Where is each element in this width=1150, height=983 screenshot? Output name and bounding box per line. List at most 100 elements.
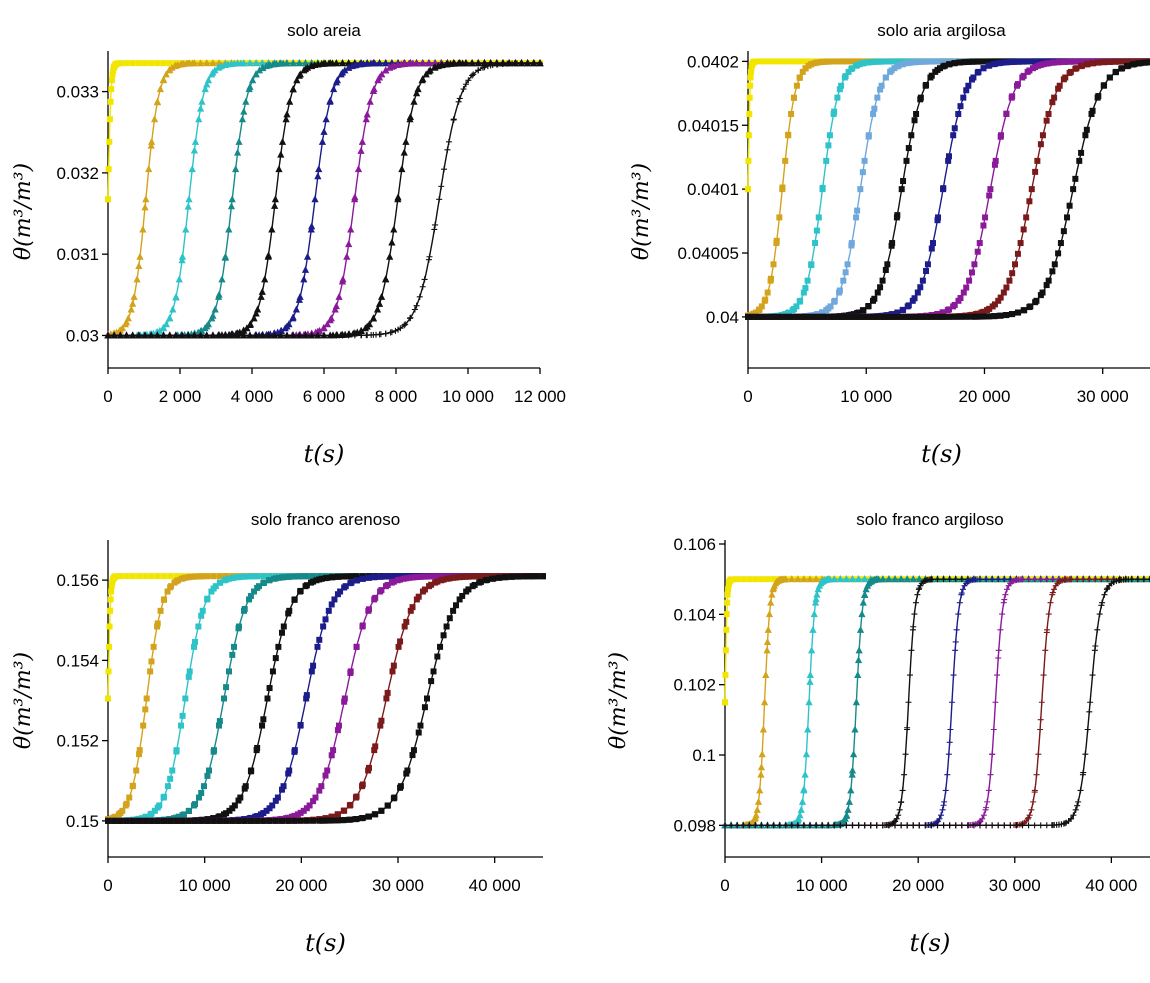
chart-title: solo franco argiloso [856,510,1003,529]
data-point [171,579,178,586]
data-point [310,798,317,805]
data-point [409,604,416,611]
data-point [173,747,180,754]
data-point [947,726,954,733]
data-point [337,588,344,595]
data-point [963,313,970,320]
data-point [940,802,947,809]
data-point [842,313,849,320]
data-point [502,574,509,581]
data-point [286,573,293,580]
x-axis-label: t(s) [910,929,951,957]
data-point [237,794,244,801]
data-point [107,98,114,105]
data-point [353,643,360,650]
data-point [136,751,143,758]
data-point [864,59,871,66]
data-point [413,302,420,309]
data-point [745,132,752,139]
data-point [142,573,149,580]
series-line [725,578,1150,826]
data-point [252,813,259,820]
data-point [117,332,124,339]
data-point [797,297,804,304]
data-point [934,58,941,65]
data-point [528,573,535,580]
data-point [435,573,442,580]
data-point [341,698,348,705]
data-point [1066,576,1073,583]
data-point [903,157,910,164]
data-point [232,165,240,173]
data-point [234,332,241,339]
data-point [123,573,130,580]
data-point [382,66,390,74]
data-point [315,165,323,173]
data-point [333,332,340,339]
data-point [211,305,219,313]
data-point [303,692,310,699]
data-point [1051,94,1058,101]
data-point [1005,59,1012,66]
data-point [325,607,332,614]
data-point [1023,214,1030,221]
data-point [489,62,496,69]
data-point [161,596,168,603]
chart-panel-solo-franco-argiloso: solo franco argiloso 0.098 0.1 0.102 0.104 0.… [575,489,1150,978]
data-point [346,802,353,809]
data-point [159,324,167,332]
data-point [1045,60,1052,67]
data-point [989,751,996,758]
data-point [148,817,155,824]
series-group [105,573,546,824]
data-point [365,607,372,614]
data-point [996,312,1003,319]
data-point [432,579,439,586]
data-point [751,814,759,822]
data-point [853,214,860,221]
data-point [940,822,947,829]
data-point [1037,576,1044,583]
data-point [225,575,232,582]
data-point [371,747,378,754]
data-point [767,58,774,65]
data-point [438,577,445,584]
data-point [1087,699,1094,706]
data-point [111,332,118,339]
data-point [269,802,276,809]
data-point [261,579,268,586]
data-point [1143,59,1150,66]
data-point [1037,716,1044,723]
data-point [331,305,339,313]
data-point [745,157,752,164]
data-point [316,817,323,824]
data-point [1045,277,1052,284]
data-point [169,767,176,774]
data-point [847,786,855,794]
data-point [221,252,229,260]
data-point [129,332,136,339]
data-point [418,573,425,580]
data-point [826,58,833,65]
data-point [147,141,155,149]
data-point [761,698,769,706]
data-point [1000,599,1007,606]
data-point [185,673,192,680]
data-point [1015,58,1022,65]
data-point [156,802,163,809]
data-point [790,313,797,320]
data-point [247,573,254,580]
data-point [925,58,932,65]
data-point [806,671,814,679]
data-point [321,332,327,339]
series-line [108,575,543,822]
data-point [1026,812,1033,819]
data-point [252,59,260,67]
data-point [142,60,149,67]
data-point [770,261,777,268]
data-point [342,583,349,590]
data-point [852,698,860,706]
data-point [401,623,408,630]
data-point [204,320,212,328]
data-point [764,576,771,583]
